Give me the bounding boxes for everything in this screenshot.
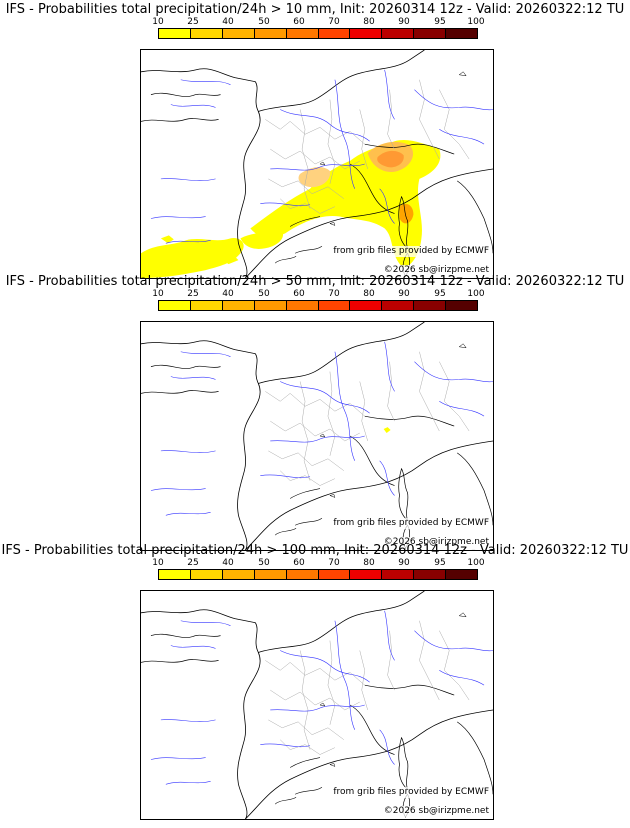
map-panel-1: IFS - Probabilities total precipitation/… [0,2,630,279]
colorbar-tick-label: 90 [398,558,410,568]
colorbar [158,300,478,311]
colorbar-segment [446,29,478,38]
colorbar-tick-label: 60 [293,558,305,568]
colorbar-segment [318,301,351,310]
colorbar-tick-label: 80 [363,289,375,299]
colorbar-segment [318,570,351,579]
map-canvas [141,591,493,819]
probability-map: from grib files provided by ECMWF ©2026 s… [140,49,494,279]
colorbar-tick-label: 60 [293,289,305,299]
colorbar-segment [190,301,223,310]
colorbar-segment [222,29,255,38]
colorbar-segment [414,570,447,579]
colorbar-tick-label: 25 [187,17,199,27]
colorbar-segment [382,570,415,579]
colorbar-segment [350,570,383,579]
colorbar-segment [222,301,255,310]
colorbar-tick-label: 25 [187,558,199,568]
panel-title: IFS - Probabilities total precipitation/… [5,274,625,289]
copyright-credit: ©2026 sb@irizpme.net [383,537,489,548]
colorbar-segment [414,301,447,310]
colorbar-labels: 10 25 40 50 60 70 80 90 95 100 [152,17,484,28]
colorbar-tick-label: 90 [398,289,410,299]
probability-map: from grib files provided by ECMWF ©2026 s… [140,321,494,551]
precipitation-probability-area [383,427,391,434]
colorbar-segment [254,29,287,38]
colorbar-segment [286,29,319,38]
colorbar-tick-label: 90 [398,17,410,27]
colorbar-tick-label: 10 [152,17,164,27]
source-credit: from grib files provided by ECMWF [333,246,489,257]
source-credit: from grib files provided by ECMWF [333,518,489,529]
colorbar-tick-label: 100 [467,558,485,568]
colorbar-segment [222,570,255,579]
copyright-credit: ©2026 sb@irizpme.net [383,265,489,276]
colorbar-tick-label: 50 [258,558,270,568]
map-canvas [141,50,493,278]
colorbar-segment [446,301,478,310]
colorbar [158,569,478,580]
colorbar-segment [190,570,223,579]
panel-title: IFS - Probabilities total precipitation/… [5,2,625,17]
colorbar-segment [350,301,383,310]
colorbar-labels: 10 25 40 50 60 70 80 90 95 100 [152,289,484,300]
colorbar-tick-label: 60 [293,17,305,27]
colorbar-tick-label: 10 [152,289,164,299]
colorbar-tick-label: 70 [328,17,340,27]
colorbar-segment [159,570,191,579]
colorbar-segment [350,29,383,38]
base-map-outlines [141,322,493,550]
colorbar-tick-label: 10 [152,558,164,568]
colorbar-segment [382,301,415,310]
colorbar-tick-label: 70 [328,558,340,568]
colorbar-segment [190,29,223,38]
colorbar-segment [318,29,351,38]
colorbar-segment [414,29,447,38]
map-canvas [141,322,493,550]
colorbar-segment [254,570,287,579]
colorbar-tick-label: 95 [434,17,446,27]
precipitation-probability-area [141,140,441,278]
colorbar-segment [286,301,319,310]
colorbar-segment [286,570,319,579]
colorbar-tick-label: 95 [434,558,446,568]
colorbar-tick-label: 80 [363,558,375,568]
colorbar-tick-label: 50 [258,289,270,299]
colorbar-segment [382,29,415,38]
colorbar-segment [446,570,478,579]
colorbar-labels: 10 25 40 50 60 70 80 90 95 100 [152,558,484,569]
colorbar-tick-label: 95 [434,289,446,299]
map-panel-2: IFS - Probabilities total precipitation/… [0,274,630,551]
copyright-credit: ©2026 sb@irizpme.net [383,806,489,817]
colorbar-tick-label: 40 [222,558,234,568]
colorbar-tick-label: 25 [187,289,199,299]
panel-title: IFS - Probabilities total precipitation/… [1,543,629,558]
colorbar-tick-label: 100 [467,289,485,299]
colorbar-segment [159,301,191,310]
colorbar-tick-label: 40 [222,17,234,27]
colorbar-tick-label: 40 [222,289,234,299]
base-map-outlines [141,591,493,819]
colorbar-segment [159,29,191,38]
probability-map: from grib files provided by ECMWF ©2026 s… [140,590,494,820]
colorbar-segment [254,301,287,310]
colorbar-tick-label: 50 [258,17,270,27]
colorbar-tick-label: 80 [363,17,375,27]
source-credit: from grib files provided by ECMWF [333,787,489,798]
map-panel-3: IFS - Probabilities total precipitation/… [0,543,630,820]
colorbar [158,28,478,39]
colorbar-tick-label: 100 [467,17,485,27]
colorbar-tick-label: 70 [328,289,340,299]
